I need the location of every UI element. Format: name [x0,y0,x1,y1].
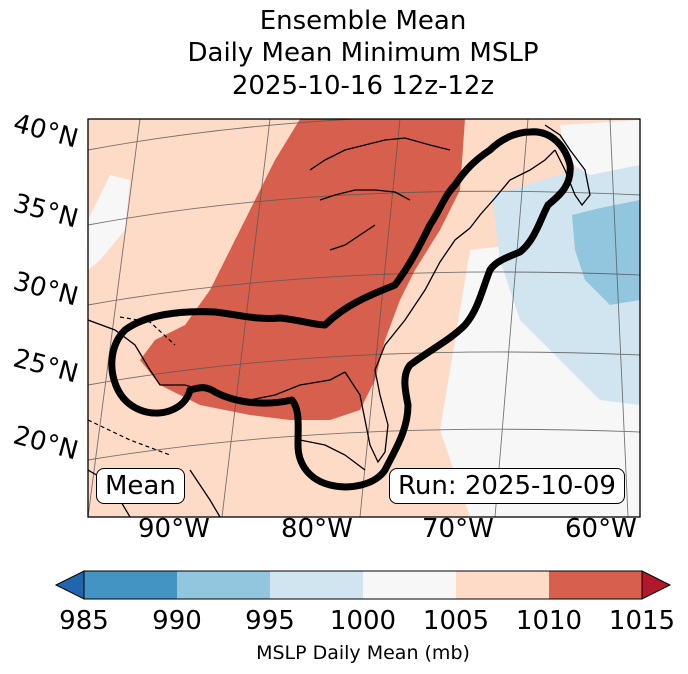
high-1010-1015 [140,119,465,420]
chart-title-line3: 2025-10-16 12z-12z [231,71,495,101]
northeast-1000-1005 [560,120,640,175]
chart-title-line2: Daily Mean Minimum MSLP [187,38,539,68]
colorbar-label: MSLP Daily Mean (mb) [256,642,470,664]
colorbar-tick-990: 990 [152,606,202,636]
colorbar-995-1000 [270,571,363,599]
colorbar-1000-1005 [363,571,456,599]
colorbar-985-990 [84,571,177,599]
colorbar-990-995 [177,571,270,599]
probability-contour [108,128,574,491]
colorbar-tick-1005: 1005 [422,606,490,636]
run-date-badge: Run: 2025-10-09 [389,468,625,504]
border-dashes [88,316,176,456]
colorbar-frame [83,570,643,600]
lon-label-80w: 80°W [281,514,353,544]
colorbar-tick-995: 995 [245,606,295,636]
colorbar [54,570,672,600]
lon-label-70w: 70°W [422,514,494,544]
map-frame [87,118,641,518]
colorbar-extend-low [54,570,85,600]
lon-label-60w: 60°W [565,514,637,544]
lon-label-90w: 90°W [138,514,210,544]
west-1000-1005 [88,175,130,270]
colorbar-1005-1010 [456,571,549,599]
mean-badge: Mean [96,468,185,504]
colorbar-tick-985: 985 [59,606,109,636]
colorbar-extend-high [641,570,672,600]
colorbar-1010-1015 [549,571,642,599]
atlantic-990-995 [572,200,640,305]
colorbar-tick-1015: 1015 [608,606,676,636]
chart-title-line1: Ensemble Mean [259,6,467,36]
colorbar-tick-1010: 1010 [515,606,583,636]
colorbar-tick-1000: 1000 [329,606,397,636]
